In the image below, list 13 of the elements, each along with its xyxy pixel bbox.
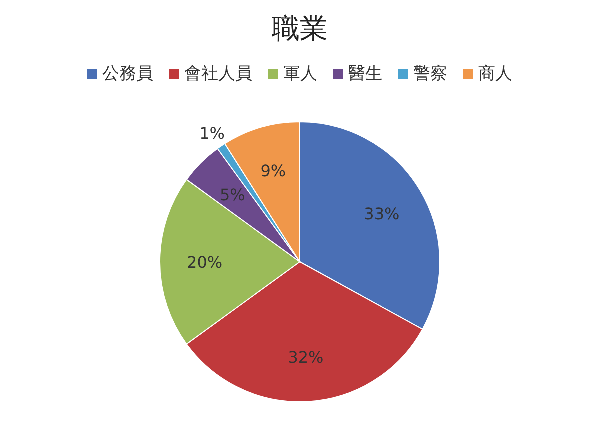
legend-label: 警察 [414,64,448,84]
legend-label: 醫生 [348,64,382,84]
data-label: 9% [260,162,286,181]
data-label: 5% [220,186,246,205]
legend-label: 公務員 [102,64,154,84]
legend-label: 商人 [478,64,512,84]
legend-label: 軍人 [284,64,318,84]
data-label: 20% [187,253,223,272]
data-label: 33% [364,204,400,224]
data-label: 1% [200,124,226,143]
chart-title: 職業 [272,12,328,45]
data-label: 32% [288,348,324,368]
legend-label: 會社人員 [184,64,252,84]
